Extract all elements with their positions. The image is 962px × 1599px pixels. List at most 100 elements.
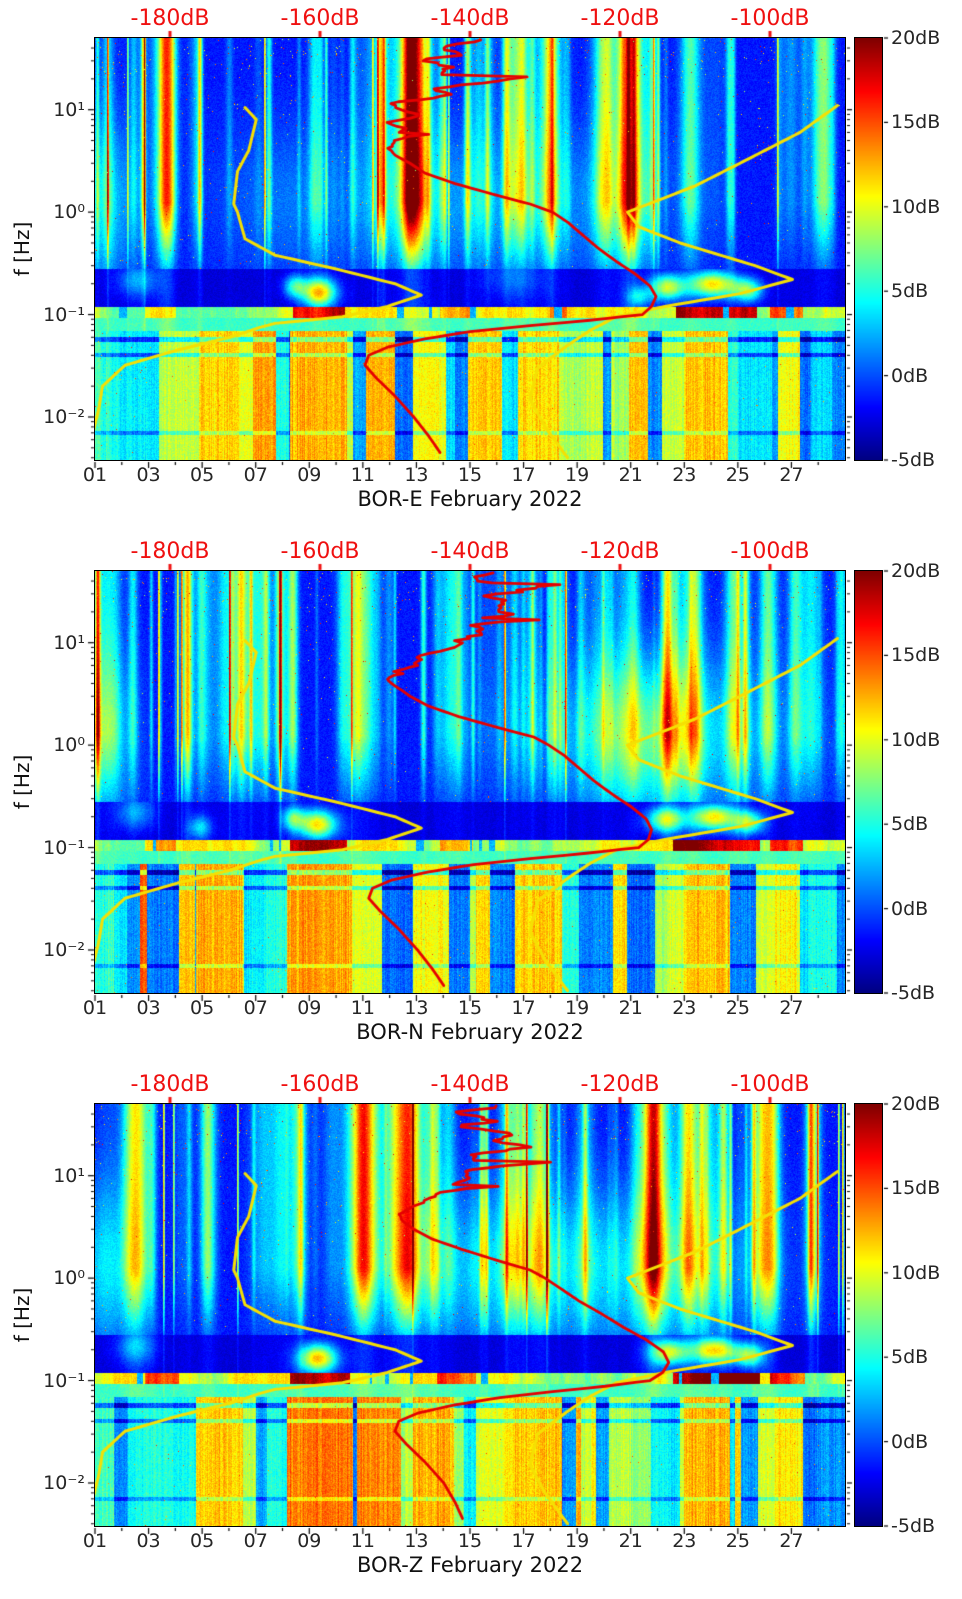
x-tick-label: 15: [457, 1530, 483, 1552]
top-axis-db-tick-label: -180dB: [130, 6, 210, 31]
top-axis-db-tick-label: -140dB: [430, 1072, 510, 1097]
colorbar-tick-label: 5dB: [891, 1346, 929, 1369]
x-tick-label: 05: [190, 464, 215, 486]
colorbar-tick-label: 10dB: [891, 728, 941, 751]
x-tick-label: 21: [618, 1530, 643, 1552]
top-axis-db-tick-label: -140dB: [430, 539, 510, 564]
x-tick-label: 01: [82, 464, 108, 486]
x-tick-label: 21: [618, 997, 643, 1019]
x-tick-label: 19: [565, 1530, 590, 1552]
panel-bor-n: f [Hz] BOR-N February 2022 -180dB -160dB -…: [0, 533, 962, 1066]
colorbar-tick-label: 15dB: [891, 1177, 941, 1200]
x-tick-label: 25: [725, 1530, 750, 1552]
y-axis-title: f [Hz]: [10, 754, 34, 810]
x-tick-label: 13: [404, 464, 429, 486]
x-tick-label: 17: [511, 1530, 536, 1552]
x-tick-label: 01: [82, 997, 108, 1019]
colorbar-tick-label: 20dB: [891, 560, 941, 582]
x-tick-label: 07: [243, 464, 268, 486]
top-axis-db-tick-label: -160dB: [280, 1072, 360, 1097]
x-tick-label: 17: [511, 997, 536, 1019]
x-tick-label: 27: [779, 1530, 804, 1552]
x-tick-label: 09: [297, 464, 322, 486]
y-tick-label: 10¹: [53, 98, 85, 121]
y-tick-label: 10⁻¹: [43, 836, 85, 859]
x-tick-label: 07: [243, 1530, 268, 1552]
colorbar-tick-label: 5dB: [891, 280, 929, 303]
y-tick-label: 10⁰: [53, 734, 85, 757]
x-tick-label: 27: [779, 464, 804, 486]
top-axis-db-tick-label: -100dB: [730, 6, 810, 31]
colorbar-tick-label: 20dB: [891, 1093, 941, 1115]
y-tick-label: 10⁻²: [43, 405, 85, 428]
x-tick-label: 05: [190, 1530, 215, 1552]
top-axis-db-tick-label: -120dB: [580, 6, 660, 31]
x-axis-title: BOR-Z February 2022: [356, 1553, 584, 1577]
y-tick-label: 10⁰: [53, 201, 85, 224]
x-tick-label: 21: [618, 464, 643, 486]
x-tick-label: 11: [350, 464, 375, 486]
colorbar-tick-label: 5dB: [891, 813, 929, 836]
spectrogram-heatmap: [95, 571, 845, 993]
x-tick-label: 25: [725, 464, 750, 486]
x-tick-label: 15: [457, 997, 483, 1019]
x-tick-label: 03: [136, 464, 161, 486]
colorbar: [854, 570, 883, 994]
x-tick-label: 03: [136, 997, 161, 1019]
y-tick-label: 10¹: [53, 1164, 85, 1187]
spectrogram-heatmap: [95, 1104, 845, 1526]
colorbar-tick-label: 15dB: [891, 111, 941, 134]
y-tick-label: 10⁻¹: [43, 1369, 85, 1392]
top-axis-db-tick-label: -160dB: [280, 539, 360, 564]
y-tick-label: 10⁻²: [43, 1471, 85, 1494]
x-tick-label: 13: [404, 997, 429, 1019]
x-tick-label: 19: [565, 997, 590, 1019]
x-tick-label: 27: [779, 997, 804, 1019]
x-tick-label: 17: [511, 464, 536, 486]
top-axis-db-tick-label: -160dB: [280, 6, 360, 31]
top-axis-db-tick-label: -140dB: [430, 6, 510, 31]
x-tick-label: 15: [457, 464, 483, 486]
top-axis-db-tick-label: -120dB: [580, 1072, 660, 1097]
y-tick-label: 10⁻¹: [43, 303, 85, 326]
colorbar: [854, 1103, 883, 1527]
x-tick-label: 23: [672, 464, 697, 486]
x-axis-title: BOR-E February 2022: [357, 487, 583, 511]
plot-area: [94, 37, 846, 461]
x-tick-label: 19: [565, 464, 590, 486]
colorbar-tick-label: 10dB: [891, 1261, 941, 1284]
top-axis-db-tick-label: -180dB: [130, 1072, 210, 1097]
x-tick-label: 23: [672, 997, 697, 1019]
panel-bor-z: f [Hz] BOR-Z February 2022 -180dB -160dB -…: [0, 1066, 962, 1599]
x-tick-label: 23: [672, 1530, 697, 1552]
y-tick-label: 10⁰: [53, 1267, 85, 1290]
panel-bor-e: f [Hz] BOR-E February 2022 -180dB -160dB -…: [0, 0, 962, 533]
colorbar: [854, 37, 883, 461]
colorbar-tick-label: 0dB: [891, 364, 929, 387]
top-axis-db-tick-label: -100dB: [730, 539, 810, 564]
top-axis-db-tick-label: -120dB: [580, 539, 660, 564]
spectrogram-heatmap: [95, 38, 845, 460]
y-axis-title: f [Hz]: [10, 221, 34, 277]
y-axis-title: f [Hz]: [10, 1287, 34, 1343]
x-tick-label: 03: [136, 1530, 161, 1552]
colorbar-tick-label: 0dB: [891, 1430, 929, 1453]
y-tick-label: 10¹: [53, 631, 85, 654]
x-tick-label: 25: [725, 997, 750, 1019]
x-tick-label: 01: [82, 1530, 108, 1552]
colorbar-tick-label: -5dB: [891, 449, 936, 471]
top-axis-db-tick-label: -100dB: [730, 1072, 810, 1097]
x-tick-label: 07: [243, 997, 268, 1019]
top-axis-db-tick-label: -180dB: [130, 539, 210, 564]
x-tick-label: 05: [190, 997, 215, 1019]
colorbar-tick-label: 15dB: [891, 644, 941, 667]
x-tick-label: 09: [297, 1530, 322, 1552]
colorbar-tick-label: -5dB: [891, 1515, 936, 1537]
colorbar-tick-label: 0dB: [891, 897, 929, 920]
x-tick-label: 11: [350, 997, 375, 1019]
y-tick-label: 10⁻²: [43, 938, 85, 961]
colorbar-tick-label: 20dB: [891, 27, 941, 49]
colorbar-tick-label: 10dB: [891, 195, 941, 218]
plot-area: [94, 1103, 846, 1527]
x-tick-label: 09: [297, 997, 322, 1019]
